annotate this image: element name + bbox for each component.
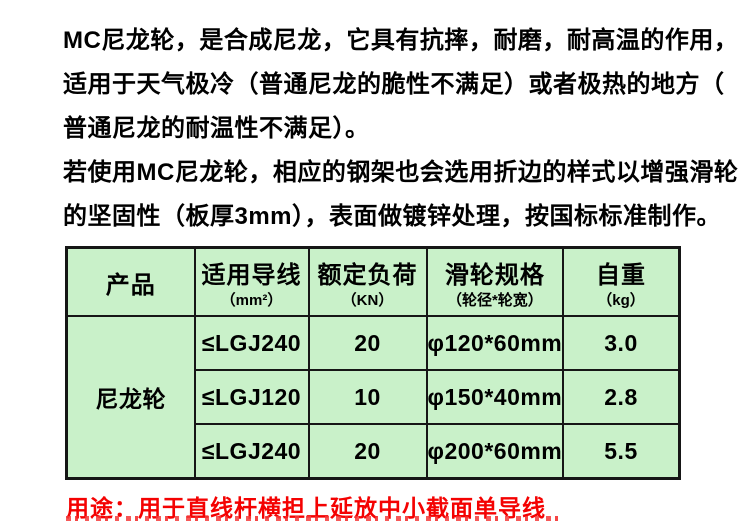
col-header-rated-load-unit: （KN） (341, 291, 394, 309)
intro-line-4: 若使用MC尼龙轮，相应的钢架也会选用折边的样式以增强滑轮 (63, 159, 739, 186)
weight-cell: 2.8 (562, 369, 681, 425)
conductor-cell: ≤LGJ240 (193, 423, 310, 480)
clipped-text-fragments (66, 516, 561, 521)
load-cell: 20 (307, 423, 428, 480)
col-header-weight: 自重 （kg） (562, 246, 681, 317)
col-header-conductor-label: 适用导线 (201, 261, 302, 289)
col-header-rated-load-label: 额定负荷 (317, 261, 418, 289)
col-header-conductor-unit: （mm²） (220, 291, 283, 309)
table-row: ≤LGJ240 20 φ200*60mm 5.5 (67, 423, 681, 480)
size-cell: φ200*60mm (425, 423, 565, 480)
load-cell: 10 (307, 369, 428, 425)
col-header-product-label: 产品 (105, 271, 156, 299)
intro-paragraphs: MC尼龙轮，是合成尼龙，它具有抗摔，耐磨，耐高温的作用， 适用于天气极冷（普通尼… (63, 19, 739, 239)
spec-table: 产品 适用导线 （mm²） 额定负荷 （KN） 滑轮规格 （轮径*轮宽） 自重 … (65, 246, 681, 480)
weight-cell: 5.5 (562, 423, 681, 480)
weight-cell: 3.0 (562, 315, 681, 371)
col-header-conductor: 适用导线 （mm²） (193, 246, 310, 317)
col-header-weight-label: 自重 (596, 261, 647, 289)
col-header-pulley-size-unit: （轮径*轮宽） (446, 291, 543, 309)
size-cell: φ120*60mm (425, 315, 565, 371)
conductor-cell: ≤LGJ240 (193, 315, 310, 371)
table-header-row: 产品 适用导线 （mm²） 额定负荷 （KN） 滑轮规格 （轮径*轮宽） 自重 … (65, 246, 681, 317)
col-header-weight-unit: （kg） (597, 291, 645, 309)
intro-line-5: 的坚固性（板厚3mm），表面做镀锌处理，按国标标准制作。 (63, 203, 722, 230)
col-header-rated-load: 额定负荷 （KN） (307, 246, 428, 317)
col-header-pulley-size-label: 滑轮规格 (444, 261, 545, 289)
conductor-cell: ≤LGJ120 (193, 369, 310, 425)
intro-line-3: 普通尼龙的耐温性不满足）。 (63, 115, 370, 142)
size-cell: φ150*40mm (425, 369, 565, 425)
load-cell: 20 (307, 315, 428, 371)
intro-line-1: MC尼龙轮，是合成尼龙，它具有抗摔，耐磨，耐高温的作用， (63, 27, 739, 54)
intro-line-2: 适用于天气极冷（普通尼龙的脆性不满足）或者极热的地方（ (63, 71, 725, 98)
table-row: ≤LGJ120 10 φ150*40mm 2.8 (67, 369, 681, 425)
table-row: 尼龙轮 ≤LGJ240 20 φ120*60mm 3.0 (65, 315, 681, 480)
product-name-cell: 尼龙轮 (65, 315, 196, 480)
col-header-product: 产品 (65, 246, 196, 317)
col-header-pulley-size: 滑轮规格 （轮径*轮宽） (425, 246, 565, 317)
